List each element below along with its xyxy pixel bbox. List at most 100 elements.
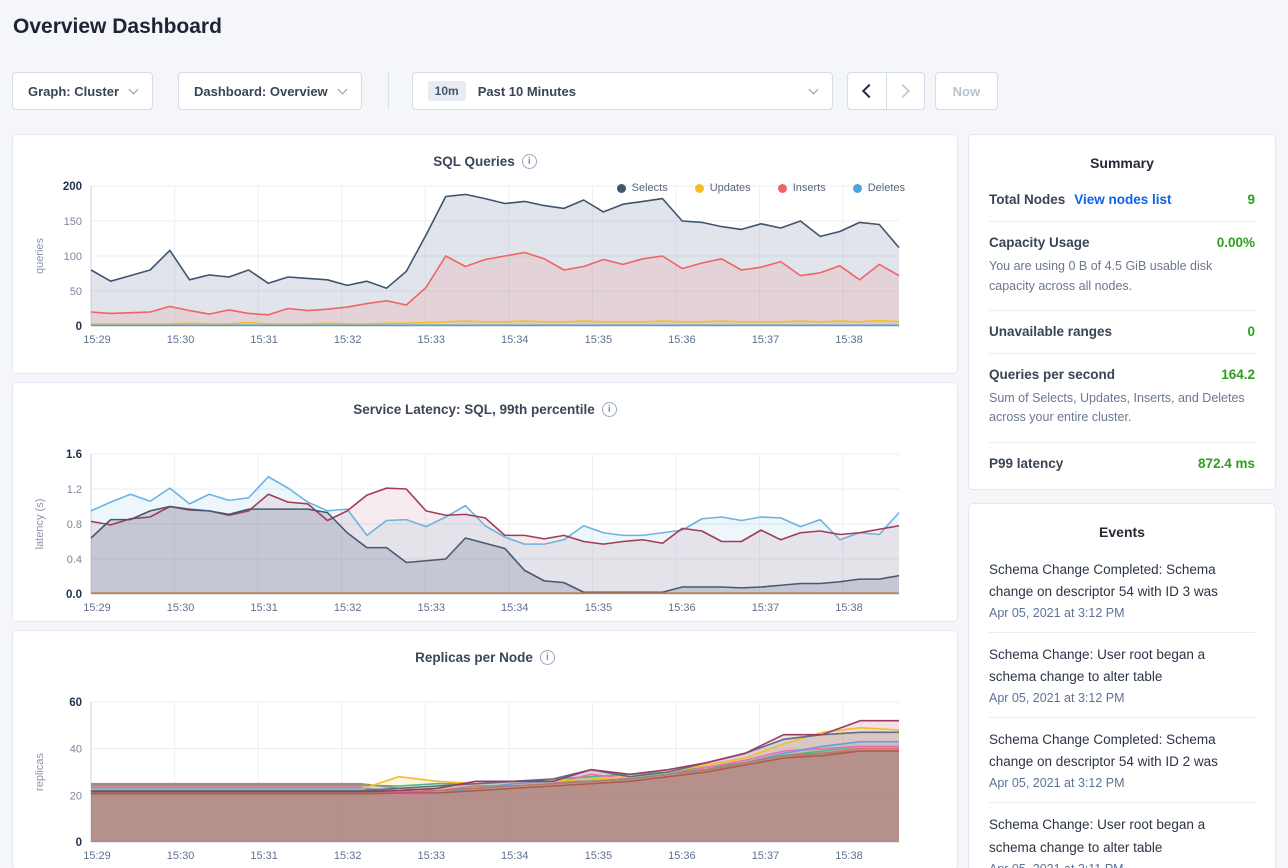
chevron-down-icon [808, 84, 819, 95]
chevron-right-icon [896, 84, 911, 99]
service-latency-chart: 15:29 15:30 15:31 15:32 15:33 15:34 15:35 15:36… [34, 449, 900, 614]
dashboard-content: SQL Queries i Selects Updates Inserts [12, 134, 1276, 868]
event-message: Schema Change: User root began a schema … [989, 646, 1206, 685]
dashboard-dropdown-label: Dashboard: Overview [194, 83, 328, 99]
unavailable-ranges-value: 0 [1247, 323, 1255, 339]
svg-text:0.4: 0.4 [67, 554, 82, 566]
svg-text:15:29: 15:29 [83, 334, 111, 346]
p99-latency-value: 872.4 ms [1197, 455, 1255, 471]
qps-value: 164.2 [1221, 366, 1255, 382]
legend-dot-icon [852, 183, 862, 193]
svg-text:15:36: 15:36 [668, 850, 696, 862]
svg-text:50: 50 [70, 286, 82, 298]
event-item[interactable]: Schema Change Completed: Schema change o… [989, 548, 1255, 633]
dashboard-dropdown[interactable]: Dashboard: Overview [178, 72, 362, 111]
page-title: Overview Dashboard [13, 15, 222, 38]
chart-legend: Selects Updates Inserts Deletes [616, 182, 905, 195]
event-timestamp: Apr 05, 2021 at 3:12 PM [989, 776, 1125, 791]
overview-dashboard-page: Overview Dashboard Graph: Cluster Dashbo… [0, 14, 1288, 868]
svg-text:15:37: 15:37 [752, 850, 780, 862]
svg-text:15:34: 15:34 [501, 850, 529, 862]
svg-text:20: 20 [70, 791, 82, 803]
legend-dot-icon [694, 183, 704, 193]
svg-text:15:30: 15:30 [167, 850, 195, 862]
svg-text:15:32: 15:32 [334, 334, 362, 346]
legend-label: Selects [631, 182, 668, 195]
svg-text:100: 100 [64, 251, 82, 263]
svg-text:15:35: 15:35 [585, 334, 613, 346]
unavailable-ranges-label: Unavailable ranges [989, 323, 1113, 339]
chevron-left-icon [861, 84, 876, 99]
info-icon[interactable]: i [601, 401, 617, 417]
time-prev-button[interactable] [846, 72, 886, 111]
legend-dot-icon [616, 183, 626, 193]
capacity-value: 0.00% [1216, 235, 1255, 251]
view-nodes-link[interactable]: View nodes list [1074, 192, 1172, 208]
time-nav-buttons [846, 72, 925, 111]
event-item[interactable]: Schema Change Completed: Schema change o… [989, 718, 1255, 804]
svg-text:15:37: 15:37 [752, 334, 780, 346]
chart-title: SQL Queries [433, 153, 515, 169]
legend-item: Inserts [777, 182, 826, 194]
svg-text:15:38: 15:38 [835, 602, 863, 614]
event-message: Schema Change: User root began a schema … [989, 817, 1206, 855]
event-item[interactable]: Schema Change: User root began a schema … [989, 633, 1255, 719]
svg-text:15:32: 15:32 [334, 602, 362, 614]
capacity-subtext: You are using 0 B of 4.5 GiB usable disk… [989, 259, 1213, 293]
total-nodes-label: Total Nodes [989, 192, 1066, 208]
qps-subtext: Sum of Selects, Updates, Inserts, and De… [989, 390, 1245, 425]
svg-text:1.6: 1.6 [66, 449, 82, 461]
event-timestamp: Apr 05, 2021 at 3:12 PM [989, 691, 1125, 706]
side-column: Summary Total Nodes View nodes list 9 Ca… [968, 134, 1276, 868]
svg-text:15:36: 15:36 [668, 602, 696, 614]
svg-text:200: 200 [63, 181, 82, 193]
svg-text:15:36: 15:36 [668, 334, 696, 346]
toolbar: Graph: Cluster Dashboard: Overview 10m P… [12, 72, 1276, 111]
svg-text:latency (s): latency (s) [34, 499, 46, 550]
svg-text:15:34: 15:34 [501, 602, 529, 614]
svg-text:0: 0 [76, 321, 82, 333]
svg-text:60: 60 [69, 697, 82, 709]
svg-text:15:34: 15:34 [501, 334, 529, 346]
svg-text:15:31: 15:31 [250, 334, 278, 346]
summary-row-qps: Queries per second 164.2 Sum of Selects,… [989, 354, 1255, 443]
svg-text:15:31: 15:31 [250, 602, 278, 614]
capacity-label: Capacity Usage [989, 235, 1090, 251]
info-icon[interactable]: i [521, 153, 537, 169]
svg-text:15:30: 15:30 [167, 334, 195, 346]
graph-dropdown[interactable]: Graph: Cluster [12, 72, 154, 111]
chevron-down-icon [337, 84, 348, 95]
sql-queries-chart: 15:29 15:30 15:31 15:32 15:33 15:34 15:35 15:36… [34, 181, 900, 346]
svg-text:15:29: 15:29 [83, 602, 111, 614]
replicas-per-node-panel: Replicas per Node i 15:29 15:30 15:31 15:32… [12, 630, 958, 868]
summary-row-p99: P99 latency 872.4 ms [989, 443, 1255, 485]
events-title: Events [1099, 523, 1145, 540]
info-icon[interactable]: i [539, 649, 555, 665]
charts-column: SQL Queries i Selects Updates Inserts [12, 134, 958, 868]
legend-label: Updates [709, 182, 751, 195]
svg-text:15:31: 15:31 [250, 850, 278, 862]
summary-row-total-nodes: Total Nodes View nodes list 9 [989, 179, 1255, 223]
svg-text:15:30: 15:30 [167, 602, 195, 614]
chart-title-row: SQL Queries i [29, 150, 941, 172]
now-button[interactable]: Now [934, 72, 999, 111]
time-next-button[interactable] [885, 72, 925, 111]
svg-text:15:33: 15:33 [417, 602, 445, 614]
summary-row-capacity: Capacity Usage 0.00% You are using 0 B o… [989, 222, 1255, 311]
total-nodes-value: 9 [1247, 192, 1255, 208]
svg-text:15:35: 15:35 [585, 850, 613, 862]
event-message: Schema Change Completed: Schema change o… [989, 732, 1218, 770]
toolbar-divider [387, 72, 389, 111]
service-latency-panel: Service Latency: SQL, 99th percentile i … [12, 382, 958, 623]
event-item[interactable]: Schema Change: User root began a schema … [989, 803, 1255, 868]
legend-item: Updates [694, 182, 751, 195]
time-range-dropdown[interactable]: 10m Past 10 Minutes [411, 72, 833, 111]
time-range-label: Past 10 Minutes [477, 83, 576, 99]
svg-text:15:33: 15:33 [417, 850, 445, 862]
svg-text:40: 40 [70, 744, 82, 756]
svg-text:15:38: 15:38 [835, 334, 863, 346]
svg-text:15:33: 15:33 [417, 334, 445, 346]
svg-text:15:38: 15:38 [835, 850, 863, 862]
svg-text:15:29: 15:29 [83, 850, 111, 862]
chart-title: Service Latency: SQL, 99th percentile [353, 401, 595, 417]
